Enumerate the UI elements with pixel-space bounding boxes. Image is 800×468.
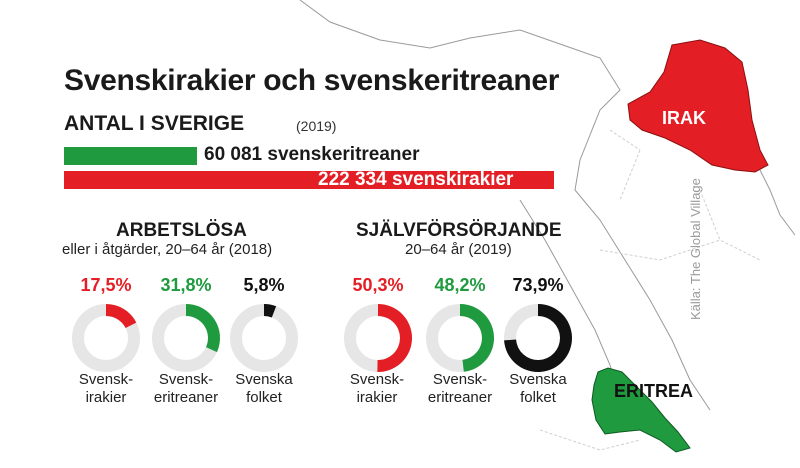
- map-coastline-north: [299, 0, 621, 191]
- bar-label-svenskeritreaner: 60 081 svenskeritreaner: [204, 144, 420, 165]
- donut-1-2-label-line2: eritreaner: [153, 389, 219, 406]
- page-title: Svenskirakier och svenskeritreaner: [64, 64, 560, 97]
- donut-2-3-label: Svenska folket: [493, 371, 583, 407]
- panel-title-arbetslosa: ARBETSLÖSA: [116, 220, 247, 241]
- iraq-shape: [627, 39, 769, 173]
- panel-title-sjalvforsorjande: SJÄLVFÖRSÖRJANDE: [356, 220, 562, 241]
- donut-1-1-pct: 17,5%: [80, 275, 132, 295]
- donut-1-2-label-line1: Svensk-: [158, 371, 214, 388]
- donut-2-3-pct: 73,9%: [512, 275, 564, 295]
- panel-subtitle-arbetslosa: eller i åtgärder, 20–64 år (2018): [62, 241, 273, 258]
- donut-2-1-pct: 50,3%: [352, 275, 404, 295]
- donut-2-2-label-line2: eritreaner: [427, 389, 493, 406]
- subtitle-year: (2019): [296, 118, 337, 134]
- map-label-irak: IRAK: [662, 108, 706, 128]
- donut-1-2-arc: [186, 304, 221, 353]
- donut-2-2-pct: 48,2%: [434, 275, 486, 295]
- donut-2-3-arc: [504, 304, 573, 372]
- donut-1-3-label: Svenska folket: [219, 371, 309, 407]
- donut-1-2-label: Svensk- eritreaner: [141, 371, 231, 407]
- donut-2-1-label-line1: Svensk-: [349, 371, 405, 388]
- map-label-eritrea: ERITREA: [614, 381, 694, 401]
- map-border-lines: [539, 129, 761, 451]
- page-subtitle: ANTAL I SVERIGE: [64, 112, 245, 135]
- donut-2-1-arc: [377, 304, 412, 372]
- donut-2-2-label: Svensk- eritreaner: [415, 371, 505, 407]
- source-credit: Källa: The Global Village: [688, 178, 703, 320]
- donut-1-3-arc: [264, 304, 277, 318]
- donut-2-2-label-line1: Svensk-: [432, 371, 488, 388]
- donut-1-2-pct: 31,8%: [160, 275, 212, 295]
- donut-1-1-label-line1: Svensk-: [78, 371, 134, 388]
- donut-1-3-pct: 5,8%: [243, 275, 285, 295]
- donut-1-1-label: Svensk- irakier: [61, 371, 151, 407]
- donut-2-2-arc: [460, 304, 494, 372]
- map-persian-gulf: [759, 169, 796, 236]
- donut-2-3-label-line2: folket: [520, 389, 556, 406]
- donut-2-1-label: Svensk- irakier: [332, 371, 422, 407]
- donut-1-3-label-line2: folket: [246, 389, 282, 406]
- donut-1-1-arc: [106, 304, 137, 329]
- map-red-sea-east: [574, 189, 711, 411]
- bar-svenskeritreaner: [64, 147, 197, 165]
- donut-2-3-label-line1: Svenska: [509, 371, 567, 388]
- donut-2-1-label-line2: irakier: [356, 389, 398, 406]
- donut-1-1-label-line2: irakier: [85, 389, 127, 406]
- donut-1-3-label-line1: Svenska: [235, 371, 293, 388]
- donut-1-3-track: [230, 304, 298, 372]
- bar-svenskirakier: [64, 171, 554, 189]
- panel-subtitle-sjalvforsorjande: 20–64 år (2019): [405, 241, 512, 258]
- bar-label-svenskirakier: 222 334 svenskirakier: [318, 169, 514, 190]
- eritrea-shape: [591, 367, 691, 453]
